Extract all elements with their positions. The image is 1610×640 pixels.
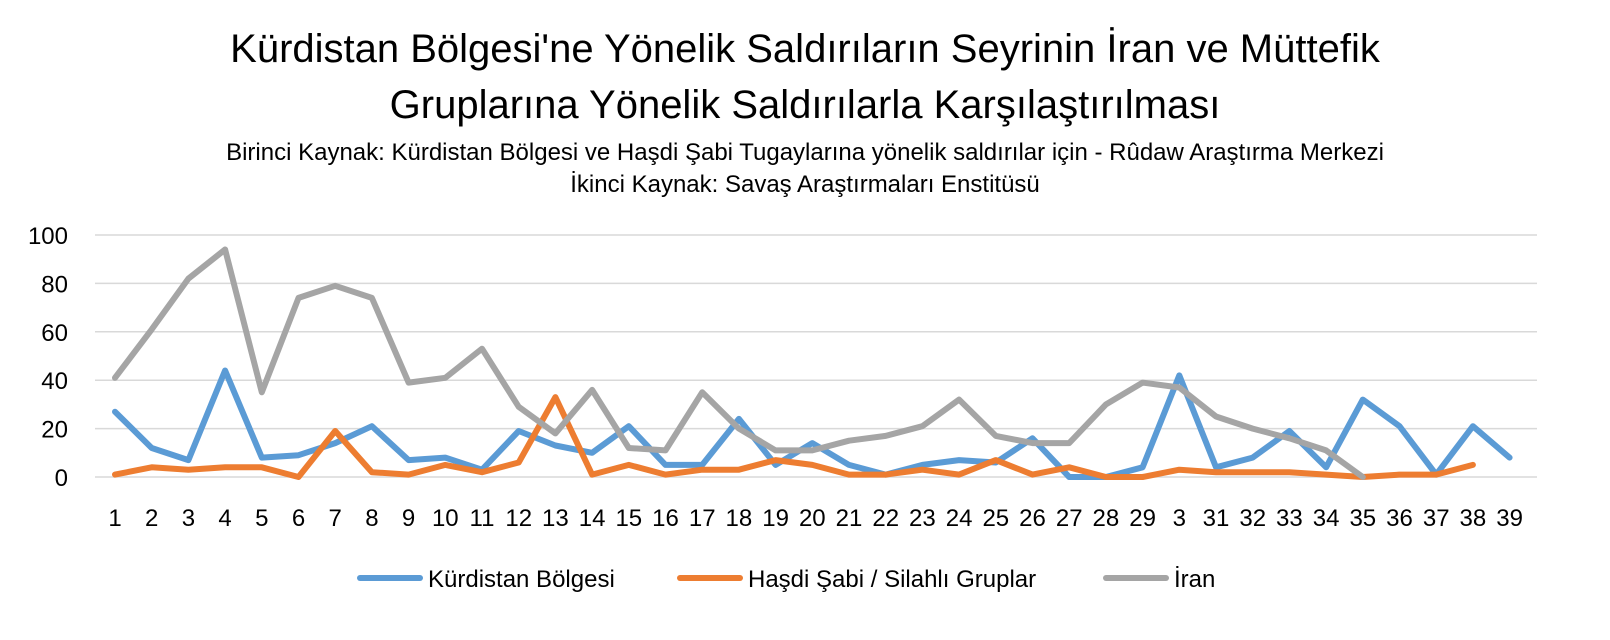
legend-label: Haşdi Şabi / Silahlı Gruplar xyxy=(748,566,1036,593)
legend: Kürdistan Bölgesi Haşdi Şabi / Silahlı Gr… xyxy=(357,566,1215,593)
x-tick-label: 38 xyxy=(1460,505,1487,532)
x-tick-label: 12 xyxy=(505,505,532,532)
x-tick-label: 4 xyxy=(218,505,231,532)
x-tick-label: 21 xyxy=(836,505,863,532)
chart-subtitle-line-2: İkinci Kaynak: Savaş Araştırmaları Ensti… xyxy=(570,171,1040,198)
chart-subtitle-line-1: Birinci Kaynak: Kürdistan Bölgesi ve Haş… xyxy=(226,139,1384,166)
y-axis: 0 20 40 60 80 100 xyxy=(28,223,68,492)
series-line-3 xyxy=(112,246,1366,480)
x-tick-label: 27 xyxy=(1056,505,1083,532)
plot-area xyxy=(112,246,1513,480)
x-tick-label: 13 xyxy=(542,505,569,532)
legend-item-3: İran xyxy=(1103,566,1215,593)
x-tick-label: 11 xyxy=(470,505,495,532)
series-line-1 xyxy=(112,367,1513,480)
series-line-2 xyxy=(112,394,1476,480)
x-tick-label: 24 xyxy=(946,505,973,532)
x-tick-label: 15 xyxy=(615,505,642,532)
x-tick-label: 20 xyxy=(799,505,826,532)
gridlines xyxy=(95,234,1537,478)
legend-item-1: Kürdistan Bölgesi xyxy=(357,566,615,593)
x-tick-label: 8 xyxy=(365,505,378,532)
x-tick-label: 23 xyxy=(909,505,936,532)
x-tick-label: 28 xyxy=(1093,505,1120,532)
legend-label: İran xyxy=(1174,566,1215,593)
x-tick-label: 3 xyxy=(182,505,195,532)
x-tick-label: 31 xyxy=(1203,505,1230,532)
y-tick-label: 40 xyxy=(41,368,68,395)
chart-title-line-2: Gruplarına Yönelik Saldırılarla Karşılaş… xyxy=(390,83,1221,127)
x-tick-label: 39 xyxy=(1496,505,1523,532)
x-tick-label: 16 xyxy=(652,505,679,532)
x-tick-label: 26 xyxy=(1019,505,1046,532)
chart-title: Kürdistan Bölgesi'ne Yönelik Saldırıları… xyxy=(230,26,1381,127)
x-tick-label: 9 xyxy=(402,505,415,532)
x-tick-label: 18 xyxy=(726,505,753,532)
x-tick-label: 22 xyxy=(872,505,899,532)
x-tick-label: 34 xyxy=(1313,505,1340,532)
y-tick-label: 100 xyxy=(28,223,68,250)
legend-item-2: Haşdi Şabi / Silahlı Gruplar xyxy=(677,566,1036,593)
x-tick-label: 10 xyxy=(432,505,459,532)
x-tick-label: 5 xyxy=(255,505,268,532)
x-tick-label: 33 xyxy=(1276,505,1303,532)
x-axis: 1 2 3 4 5 6 7 8 9 10 11 12 13 14 15 16 17 18 19 20 21 22 23 24 2… xyxy=(108,505,1523,532)
x-tick-label: 37 xyxy=(1423,505,1450,532)
x-tick-label: 32 xyxy=(1239,505,1266,532)
y-tick-label: 0 xyxy=(55,465,68,492)
y-tick-label: 80 xyxy=(41,271,68,298)
chart-subtitle: Birinci Kaynak: Kürdistan Bölgesi ve Haş… xyxy=(226,139,1384,198)
y-tick-label: 20 xyxy=(41,417,68,444)
chart-title-line-1: Kürdistan Bölgesi'ne Yönelik Saldırıları… xyxy=(230,26,1381,71)
x-tick-label: 17 xyxy=(689,505,716,532)
x-tick-label: 29 xyxy=(1129,505,1156,532)
x-tick-label: 3 xyxy=(1173,505,1186,532)
x-tick-label: 19 xyxy=(762,505,789,532)
x-tick-label: 2 xyxy=(145,505,158,532)
x-tick-label: 35 xyxy=(1349,505,1376,532)
x-tick-label: 14 xyxy=(579,505,606,532)
x-tick-label: 6 xyxy=(292,505,305,532)
legend-label: Kürdistan Bölgesi xyxy=(428,566,615,593)
x-tick-label: 7 xyxy=(329,505,342,532)
y-tick-label: 60 xyxy=(41,320,68,347)
x-tick-label: 25 xyxy=(982,505,1009,532)
x-tick-label: 36 xyxy=(1386,505,1413,532)
x-tick-label: 1 xyxy=(108,505,121,532)
